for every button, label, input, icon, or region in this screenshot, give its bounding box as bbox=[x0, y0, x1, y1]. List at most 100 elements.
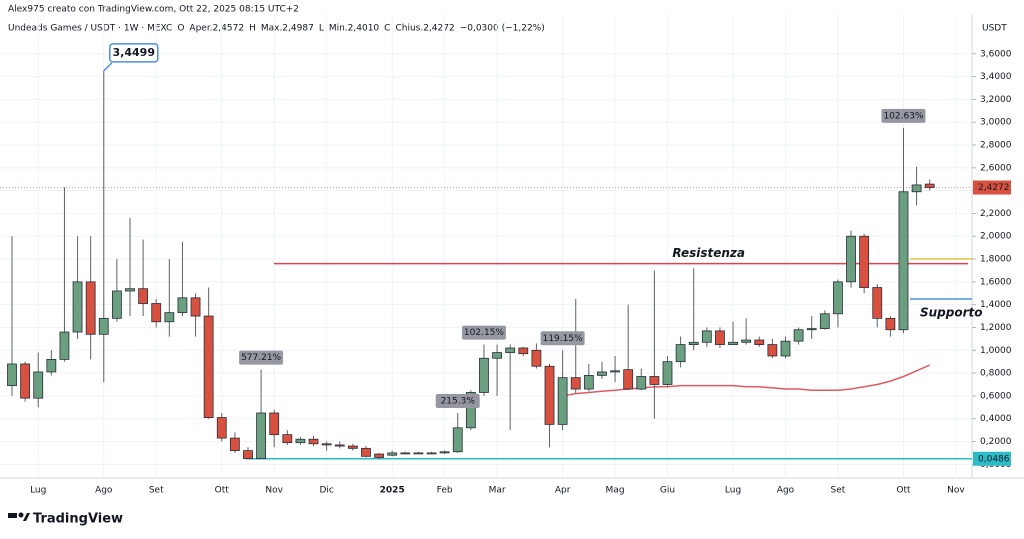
candle-body bbox=[701, 330, 712, 343]
x-tick-label: Mar bbox=[489, 486, 506, 496]
y-tick-label: 3,6000 bbox=[980, 49, 1012, 59]
brand[interactable]: TradingView bbox=[33, 512, 123, 527]
logo: TradingView bbox=[8, 512, 123, 527]
candle-body bbox=[177, 297, 188, 314]
y-tick-label: 1,2000 bbox=[980, 323, 1012, 333]
candle-body bbox=[439, 451, 450, 454]
candle-body bbox=[623, 369, 634, 390]
x-tick-label: Lug bbox=[725, 486, 741, 496]
y-tick-label: 2,6000 bbox=[980, 163, 1012, 173]
candle-body bbox=[125, 288, 135, 292]
change-callout: 215.3% bbox=[441, 396, 476, 406]
change-callout-box bbox=[540, 331, 585, 346]
y-tick-label: 3,2000 bbox=[980, 95, 1012, 105]
candle-body bbox=[872, 287, 883, 319]
change-callout-box bbox=[461, 325, 506, 340]
candle-body bbox=[347, 445, 358, 449]
y-tick-label: 1,8000 bbox=[980, 255, 1012, 265]
candle-body bbox=[243, 450, 253, 460]
peak-label: 3,4499 bbox=[113, 46, 155, 59]
ohlc-value: L bbox=[319, 24, 324, 34]
ohlc-value: Chius.2,4272 bbox=[395, 24, 454, 34]
candle-body bbox=[374, 453, 384, 458]
candle-body bbox=[610, 370, 620, 373]
candle-body bbox=[570, 377, 581, 390]
x-tick-label: Dic bbox=[319, 486, 333, 496]
candle-body bbox=[819, 313, 830, 330]
candle-body bbox=[583, 374, 594, 390]
candle-body bbox=[46, 358, 57, 373]
candle-body bbox=[597, 371, 607, 376]
candle-body bbox=[413, 452, 424, 455]
candle-body bbox=[924, 183, 935, 188]
symbol: Undeads Games / USDT · 1W · MEXC bbox=[8, 24, 172, 34]
x-tick-label: Nov bbox=[947, 486, 965, 496]
candle-body bbox=[20, 363, 31, 399]
x-tick-label: Feb bbox=[437, 486, 453, 496]
author: Alex975 creato con TradingView.com, Ott … bbox=[8, 5, 299, 15]
y-tick-label: 1,6000 bbox=[980, 277, 1012, 287]
unit-label: USDT bbox=[982, 24, 1007, 34]
ohlc-value: Max.2,4987 bbox=[261, 24, 314, 34]
candle-body bbox=[859, 235, 870, 288]
y-tick-label: 1,4000 bbox=[980, 300, 1012, 310]
candle-body bbox=[544, 365, 555, 425]
y-tick-label: 3,4000 bbox=[980, 72, 1012, 82]
candle-body bbox=[715, 330, 725, 345]
x-tick-label: Ott bbox=[215, 486, 230, 496]
x-tick-label: Ott bbox=[896, 486, 911, 496]
candle-body bbox=[911, 184, 922, 193]
change-callout: 102.63% bbox=[883, 111, 923, 121]
peak-box bbox=[109, 43, 159, 63]
candle-body bbox=[98, 317, 109, 335]
candle-body bbox=[190, 297, 201, 317]
x-tick-label: Set bbox=[149, 486, 164, 496]
candle-body bbox=[229, 437, 240, 452]
level-price-label: 0,0486 bbox=[978, 454, 1010, 464]
candle-body bbox=[741, 339, 752, 343]
level-name: Supporto bbox=[920, 305, 983, 319]
candle-body bbox=[479, 357, 489, 393]
candle-body bbox=[7, 363, 17, 387]
x-tick-label: Apr bbox=[555, 486, 571, 496]
y-tick-label: 2,2000 bbox=[980, 209, 1012, 219]
x-tick-label: Set bbox=[831, 486, 846, 496]
candle-body bbox=[557, 377, 568, 425]
ohlc-legend: Undeads Games / USDT · 1W · MEXC O Aper.2,… bbox=[8, 24, 545, 34]
candle-body bbox=[72, 281, 83, 333]
candle-body bbox=[269, 412, 280, 436]
candle-body bbox=[203, 315, 214, 418]
change: −0,0300 (−1,22%) bbox=[460, 24, 545, 34]
candle-body bbox=[33, 371, 44, 399]
candle-body bbox=[780, 340, 791, 357]
grid bbox=[0, 15, 972, 478]
y-tick-label: 2,8000 bbox=[980, 141, 1012, 151]
candle-body bbox=[85, 281, 96, 335]
y-tick-label: 1,0000 bbox=[980, 346, 1012, 356]
candle-body bbox=[334, 444, 345, 447]
last-price-box bbox=[973, 180, 1011, 195]
level-name: Resistenza bbox=[672, 246, 745, 260]
candle-body bbox=[387, 452, 398, 456]
candle-body bbox=[151, 303, 162, 323]
y-tick-label: 0,8000 bbox=[980, 369, 1012, 379]
y-tick-label: 2,0000 bbox=[980, 232, 1012, 242]
candle-body bbox=[885, 317, 896, 331]
candle-body bbox=[282, 434, 293, 444]
candle-body bbox=[846, 235, 856, 283]
x-tick-label: Lug bbox=[30, 486, 46, 496]
candle-body bbox=[308, 438, 319, 445]
x-tick-label: Ago bbox=[95, 486, 113, 496]
change-callout: 577.21% bbox=[241, 353, 281, 363]
candle-body bbox=[361, 447, 371, 457]
candle-body bbox=[465, 392, 476, 429]
candle-body bbox=[505, 347, 516, 353]
candle-body bbox=[492, 352, 502, 359]
candle-body bbox=[636, 376, 647, 390]
candle-body bbox=[216, 417, 227, 439]
x-tick-label: Giu bbox=[660, 486, 675, 496]
change-callout: 102.15% bbox=[464, 328, 504, 338]
candle-body bbox=[688, 341, 699, 345]
